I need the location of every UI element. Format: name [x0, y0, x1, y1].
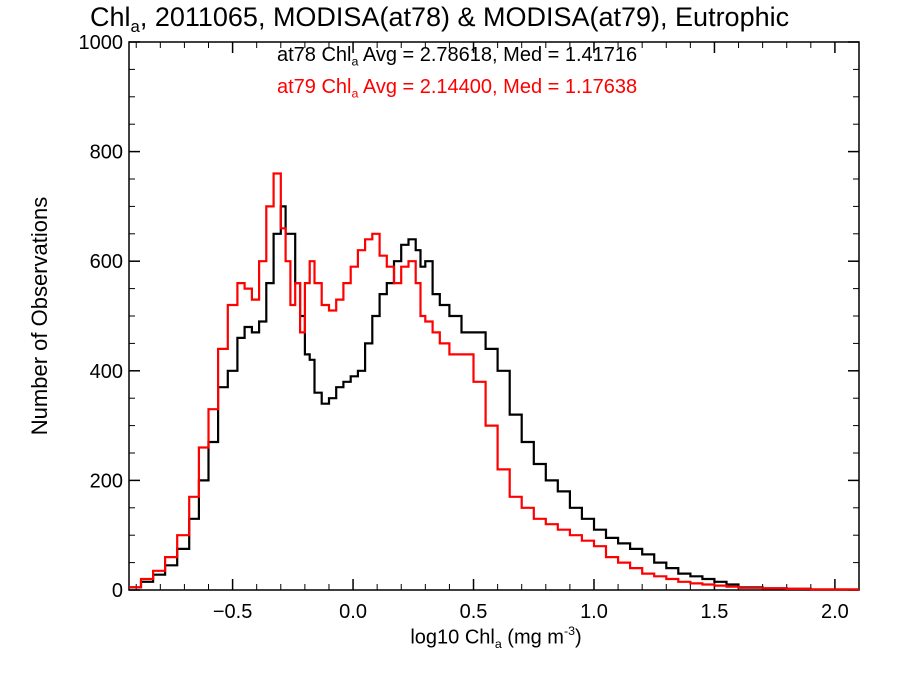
stats-at79: at79 Chla Avg = 2.14400, Med = 1.17638 — [277, 76, 638, 101]
axis-ticks: −0.5 0.0 0.5 1.0 1.5 2.0 0 200 400 600 800 1000 — [79, 32, 860, 623]
x-tick-label: 0.0 — [339, 601, 367, 623]
chart-title: Chla, 2011065, MODISA(at78) & MODISA(at7… — [90, 2, 790, 36]
y-tick-label: 200 — [90, 470, 123, 492]
plot-frame — [128, 41, 860, 591]
x-axis-label: log10 Chla (mg m-3) — [410, 624, 582, 651]
stats-at78: at78 Chla Avg = 2.78618, Med = 1.41716 — [277, 44, 638, 69]
histogram-series-at78 — [129, 205, 859, 591]
x-tick-label: −0.5 — [213, 601, 252, 623]
y-tick-label: 400 — [90, 361, 123, 383]
y-tick-label: 600 — [90, 251, 123, 273]
x-tick-label: 0.5 — [460, 601, 488, 623]
x-tick-label: 1.5 — [701, 601, 729, 623]
y-tick-label: 1000 — [79, 32, 124, 54]
x-tick-label: 2.0 — [821, 601, 849, 623]
y-axis-label: Number of Observations — [27, 196, 52, 436]
y-tick-label: 0 — [112, 580, 123, 602]
x-tick-label: 1.0 — [580, 601, 608, 623]
histogram-series-at79 — [129, 172, 859, 591]
y-tick-label: 800 — [90, 142, 123, 164]
series-layer — [129, 172, 859, 591]
